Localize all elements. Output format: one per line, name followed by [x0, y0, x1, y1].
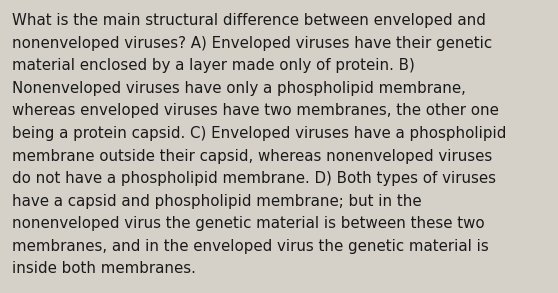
Text: whereas enveloped viruses have two membranes, the other one: whereas enveloped viruses have two membr… — [12, 103, 499, 118]
Text: inside both membranes.: inside both membranes. — [12, 261, 196, 276]
Text: material enclosed by a layer made only of protein. B): material enclosed by a layer made only o… — [12, 58, 415, 73]
Text: What is the main structural difference between enveloped and: What is the main structural difference b… — [12, 13, 486, 28]
Text: membranes, and in the enveloped virus the genetic material is: membranes, and in the enveloped virus th… — [12, 239, 489, 254]
Text: Nonenveloped viruses have only a phospholipid membrane,: Nonenveloped viruses have only a phospho… — [12, 81, 466, 96]
Text: nonenveloped viruses? A) Enveloped viruses have their genetic: nonenveloped viruses? A) Enveloped virus… — [12, 36, 492, 51]
Text: being a protein capsid. C) Enveloped viruses have a phospholipid: being a protein capsid. C) Enveloped vir… — [12, 126, 507, 141]
Text: nonenveloped virus the genetic material is between these two: nonenveloped virus the genetic material … — [12, 216, 485, 231]
Text: do not have a phospholipid membrane. D) Both types of viruses: do not have a phospholipid membrane. D) … — [12, 171, 496, 186]
Text: have a capsid and phospholipid membrane; but in the: have a capsid and phospholipid membrane;… — [12, 194, 422, 209]
Text: membrane outside their capsid, whereas nonenveloped viruses: membrane outside their capsid, whereas n… — [12, 149, 493, 163]
